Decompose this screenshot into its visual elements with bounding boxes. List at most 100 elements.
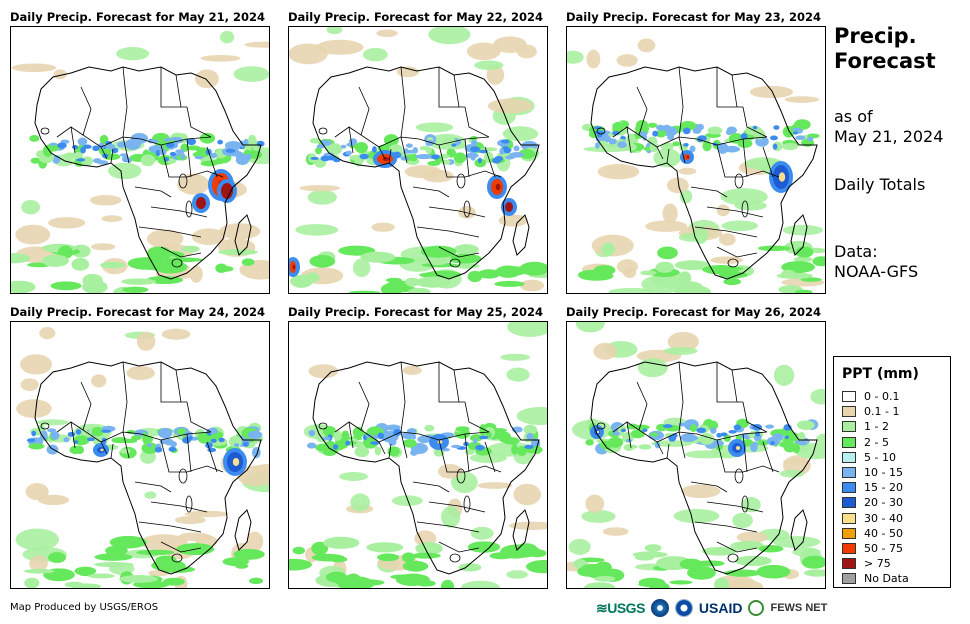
country-border	[416, 521, 480, 533]
rain-band-core	[154, 446, 163, 453]
southern-rain	[695, 560, 725, 567]
rain-patch	[308, 364, 339, 379]
legend-item: No Data	[842, 572, 909, 585]
usgs-logo: ≋USGS	[596, 599, 645, 616]
country-border	[348, 126, 362, 136]
southern-rain	[679, 558, 703, 570]
lake-outline	[449, 553, 461, 563]
country-border	[742, 401, 768, 433]
southern-rain	[420, 245, 457, 258]
rain-band-cell	[314, 147, 322, 155]
rain-band-cell	[186, 145, 201, 151]
rain-patch	[678, 167, 697, 175]
country-border	[378, 441, 386, 455]
lake-outline	[171, 553, 183, 563]
rain-band-core	[470, 155, 476, 161]
storm-peak	[382, 157, 390, 161]
lake-outline	[171, 258, 183, 268]
rain-band-cell	[638, 444, 652, 450]
legend-label: 2 - 5	[864, 435, 889, 449]
rain-patch	[21, 200, 41, 215]
country-border	[175, 369, 182, 403]
rain-band-core	[501, 148, 512, 153]
rain-patch	[506, 570, 528, 579]
rain-patch	[289, 43, 328, 65]
southern-rain	[71, 257, 90, 271]
legend-item: > 75	[842, 557, 891, 570]
rain-band-cell	[702, 140, 712, 152]
lake-outline	[456, 468, 466, 484]
rain-patch	[362, 47, 388, 62]
lake-outline	[318, 422, 328, 430]
rain-band-core	[98, 142, 105, 149]
rain-band-cell	[634, 125, 650, 132]
rain-patch	[575, 322, 605, 333]
rain-patch	[174, 515, 206, 525]
rain-band-core	[620, 136, 626, 140]
rain-band-core	[405, 143, 413, 148]
rain-patch	[177, 173, 210, 195]
southern-rain	[241, 258, 255, 266]
rain-band-core	[310, 156, 319, 160]
southern-rain	[249, 577, 264, 585]
rain-band-core	[501, 139, 510, 144]
rain-band-cell	[141, 442, 159, 454]
country-border	[138, 226, 202, 238]
country-border	[160, 541, 202, 553]
southern-rain	[812, 256, 825, 267]
storm-peak	[437, 440, 443, 444]
southern-rain	[11, 253, 31, 264]
rain-band-core	[595, 142, 600, 149]
rain-band-core	[92, 158, 102, 164]
rain-patch	[191, 228, 226, 246]
rain-patch	[126, 366, 155, 381]
southern-rain	[76, 568, 94, 577]
country-border	[731, 369, 738, 403]
rain-patch	[616, 259, 639, 274]
data-source: Data: NOAA-GFS	[834, 242, 918, 282]
rain-band-cell	[607, 437, 624, 448]
map-credit: Map Produced by USGS/EROS	[10, 602, 159, 613]
rain-patch	[246, 531, 264, 552]
data-source-value: NOAA-GFS	[834, 262, 919, 281]
rain-patch	[502, 126, 539, 142]
southern-rain	[416, 580, 436, 587]
country-border	[160, 246, 202, 258]
rain-patch	[732, 512, 753, 529]
rain-band-core	[752, 125, 758, 130]
rain-band-cell	[119, 448, 131, 454]
rain-band-cell	[40, 430, 48, 441]
southern-rain	[447, 253, 482, 264]
southern-rain	[734, 555, 772, 567]
rain-patch	[189, 265, 203, 283]
country-border	[100, 146, 108, 160]
rain-patch	[779, 469, 805, 478]
rain-band-core	[642, 428, 648, 433]
rain-patch	[101, 215, 123, 222]
rain-patch	[339, 472, 368, 481]
country-border	[696, 136, 768, 146]
country-border	[122, 136, 130, 164]
rain-band-core	[31, 430, 37, 437]
lake-outline	[734, 468, 744, 484]
rain-band-core	[194, 155, 204, 160]
rain-band-cell	[649, 432, 659, 437]
rain-band-core	[148, 139, 156, 143]
country-border	[438, 144, 502, 178]
southern-rain	[323, 536, 360, 549]
rain-band-cell	[77, 137, 88, 146]
rain-band-core	[755, 431, 761, 437]
data-source-label: Data:	[834, 242, 878, 261]
rain-band-core	[80, 146, 87, 154]
southern-rain	[649, 581, 670, 588]
rain-patch	[816, 433, 825, 445]
legend-item: 1 - 2	[842, 420, 889, 433]
southern-rain	[701, 546, 737, 556]
rain-band-core	[504, 155, 515, 160]
rain-band-core	[667, 134, 675, 141]
legend-swatch	[842, 527, 856, 539]
rain-patch	[391, 495, 423, 507]
panel-title-2: Daily Precip. Forecast for May 22, 2024	[288, 10, 543, 24]
rain-band-core	[236, 143, 241, 149]
